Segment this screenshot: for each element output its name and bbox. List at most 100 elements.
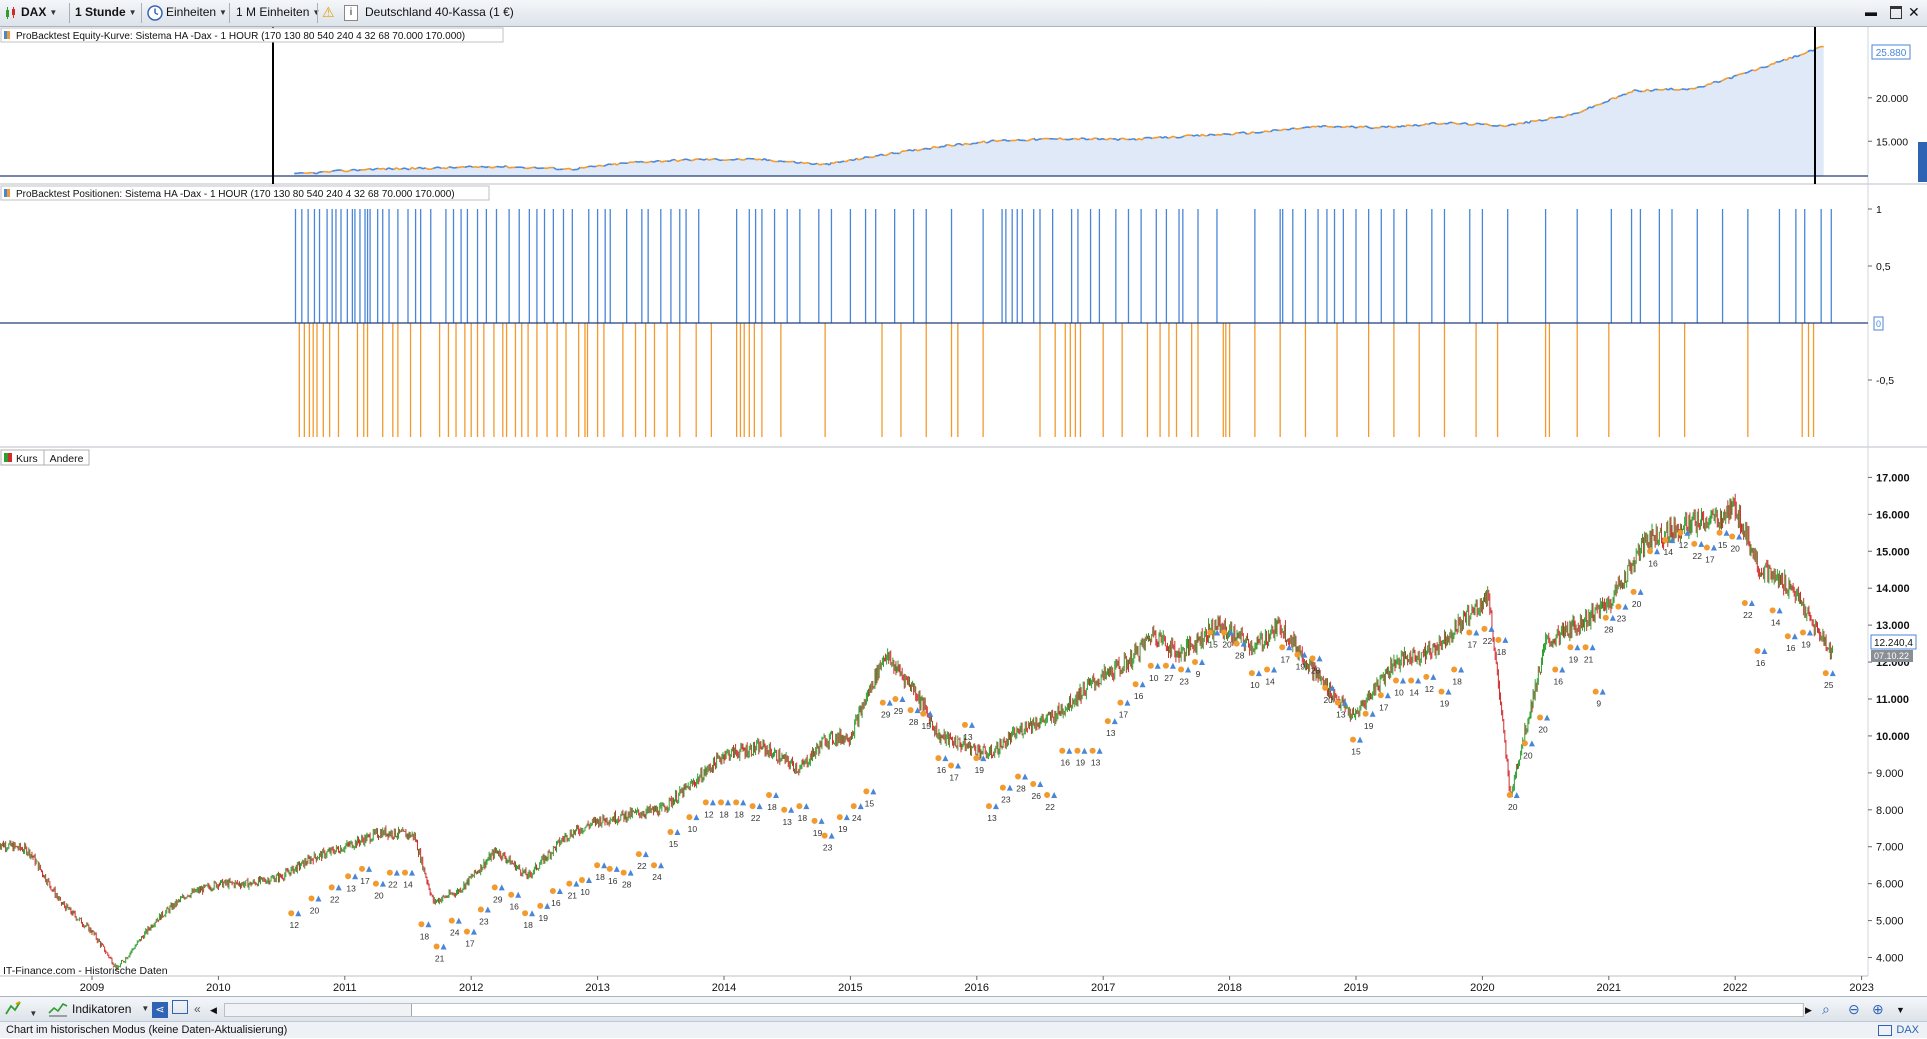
trade-marker-short	[851, 803, 857, 809]
date-tick-label: 2014	[712, 982, 736, 994]
date-tick-label: 2013	[585, 982, 609, 994]
equity-segment	[778, 161, 781, 162]
equity-segment	[1800, 54, 1803, 55]
equity-segment	[920, 149, 923, 150]
trade-marker-label: 12	[1425, 684, 1435, 694]
trade-marker-short	[1408, 678, 1414, 684]
trade-marker-short	[1522, 740, 1528, 746]
trade-marker-short	[387, 870, 393, 876]
equity-segment	[1168, 138, 1171, 139]
equity-segment	[1131, 139, 1134, 140]
double-chevron-left-icon: «	[194, 1002, 201, 1016]
trade-marker-short	[837, 814, 843, 820]
expand-button[interactable]: ▼	[1896, 1000, 1905, 1018]
trade-marker-label: 22	[1743, 610, 1753, 620]
instrument-selector[interactable]: DAX ▼	[4, 3, 57, 22]
equity-segment	[1460, 123, 1463, 124]
status-symbol-label: DAX	[1896, 1022, 1919, 1039]
equity-segment	[1597, 104, 1600, 105]
equity-segment	[1152, 138, 1155, 139]
equity-segment	[1618, 96, 1621, 97]
equity-segment	[1584, 109, 1587, 110]
trade-marker-short	[1163, 663, 1169, 669]
equity-segment	[853, 160, 855, 161]
trade-marker-short	[1507, 792, 1513, 798]
drawing-tools-button[interactable]: ▼	[4, 1000, 37, 1018]
trade-marker-short	[718, 799, 724, 805]
trade-marker-short	[1438, 689, 1444, 695]
warning-button[interactable]: ⚠	[322, 3, 335, 22]
indicators-button[interactable]: Indikatoren ▼	[48, 1000, 149, 1018]
trade-marker-label: 28	[909, 717, 919, 727]
equity-segment	[1750, 70, 1753, 71]
price-tick-label: 14.000	[1876, 583, 1910, 595]
trade-marker-label: 17	[949, 772, 959, 782]
tab-andere[interactable]: Andere	[44, 450, 89, 465]
zoom-out-button[interactable]: ⊖	[1848, 1000, 1860, 1018]
trade-marker-label: 18	[595, 872, 605, 882]
trade-marker-short	[1567, 644, 1573, 650]
maximize-button[interactable]	[1890, 3, 1902, 22]
equity-segment	[1726, 78, 1729, 79]
equity-segment	[1795, 56, 1798, 57]
trade-marker-short	[1785, 633, 1791, 639]
equity-segment	[1368, 127, 1371, 128]
horizontal-scrollbar[interactable]	[224, 1003, 1804, 1017]
equity-segment	[1194, 135, 1197, 136]
trade-marker-short	[1770, 607, 1776, 613]
equity-segment	[809, 163, 812, 164]
price-tabs: Kurs Andere	[1, 450, 89, 465]
scroll-left-button[interactable]: ◀	[210, 1000, 217, 1018]
trade-marker-short	[796, 803, 802, 809]
equity-segment	[351, 169, 354, 170]
trade-marker-short	[449, 918, 455, 924]
trade-marker-label: 17	[360, 876, 370, 886]
close-button[interactable]: ✕	[1908, 3, 1920, 22]
tab-kurs[interactable]: Kurs	[1, 450, 44, 465]
collapse-button[interactable]: «	[194, 1000, 201, 1018]
scroll-right-button[interactable]: ▶	[1805, 1000, 1812, 1018]
equity-segment	[1816, 47, 1819, 48]
trade-marker-label: 18	[523, 920, 533, 930]
equity-segment	[850, 160, 852, 161]
equity-segment	[1487, 124, 1490, 125]
trade-marker-short	[1090, 748, 1096, 754]
trade-marker-label: 14	[403, 880, 413, 890]
zoom-in-button[interactable]: ⊕	[1872, 1000, 1884, 1018]
equity-segment	[1510, 124, 1513, 125]
equity-segment	[1365, 126, 1368, 127]
equity-segment	[1218, 134, 1221, 135]
equity-segment	[585, 167, 588, 168]
scroll-handle[interactable]	[1918, 142, 1927, 182]
timeframe-selector[interactable]: 1 Stunde ▼	[75, 3, 137, 22]
minimize-button[interactable]: ▬	[1865, 3, 1877, 22]
equity-segment	[1018, 140, 1021, 141]
equity-segment	[1097, 138, 1100, 139]
layout-button[interactable]	[172, 1000, 188, 1018]
equity-segment	[1318, 126, 1321, 127]
date-tick-label: 2011	[333, 982, 357, 994]
units-selector[interactable]: Einheiten ▼	[147, 3, 227, 22]
equity-segment	[1663, 89, 1666, 90]
trade-marker-label: 16	[551, 898, 561, 908]
trade-marker-short	[1148, 663, 1154, 669]
zoom-fit-button[interactable]: ⌕	[1822, 1000, 1830, 1018]
equity-segment	[1110, 138, 1113, 139]
timeframe-label: 1 Stunde	[75, 3, 126, 22]
share-button[interactable]: ⋖	[152, 1000, 168, 1018]
equity-segment	[910, 150, 913, 151]
equity-segment	[1344, 126, 1347, 127]
equity-segment	[1100, 139, 1103, 140]
equity-segment	[1229, 134, 1232, 135]
equity-segment	[907, 150, 910, 151]
chevron-down-icon: ▼	[1896, 1005, 1905, 1015]
date-tick-label: 2012	[459, 982, 483, 994]
equity-segment	[1305, 127, 1308, 128]
equity-segment	[531, 167, 534, 168]
equity-segment	[1605, 102, 1608, 103]
equity-segment	[1739, 74, 1742, 75]
scrollbar-thumb[interactable]	[411, 1004, 1802, 1016]
instrument-info[interactable]: i Deutschland 40-Kassa (1 €)	[344, 3, 514, 22]
units-count-selector[interactable]: 1 M Einheiten ▼	[236, 3, 320, 22]
